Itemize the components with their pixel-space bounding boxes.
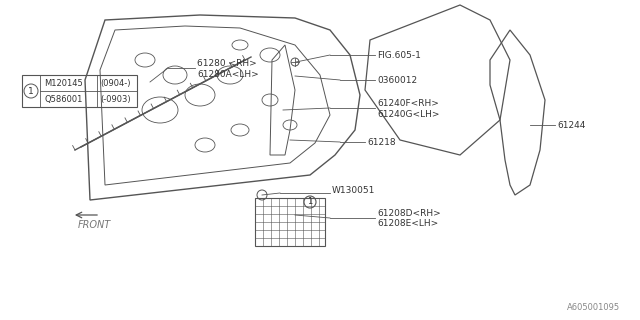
Text: 61244: 61244 <box>557 121 586 130</box>
Text: 1: 1 <box>28 86 34 95</box>
Text: FRONT: FRONT <box>78 220 111 230</box>
Text: M120145: M120145 <box>44 78 83 87</box>
Text: 0360012: 0360012 <box>377 76 417 84</box>
Text: (-0903): (-0903) <box>100 94 131 103</box>
Text: A605001095: A605001095 <box>567 303 620 313</box>
Text: 61218: 61218 <box>367 138 396 147</box>
Text: 61208E<LH>: 61208E<LH> <box>377 220 438 228</box>
Text: 61208D<RH>: 61208D<RH> <box>377 209 441 218</box>
Text: 61280 <RH>: 61280 <RH> <box>197 59 257 68</box>
Text: (0904-): (0904-) <box>100 78 131 87</box>
Text: 61280A<LH>: 61280A<LH> <box>197 69 259 78</box>
Bar <box>255 198 325 246</box>
Text: 1: 1 <box>307 197 312 206</box>
Text: 61240F<RH>: 61240F<RH> <box>377 99 439 108</box>
Bar <box>22 75 137 107</box>
Text: FIG.605-1: FIG.605-1 <box>377 51 421 60</box>
Text: W130051: W130051 <box>332 186 376 195</box>
Text: Q586001: Q586001 <box>44 94 83 103</box>
Text: 61240G<LH>: 61240G<LH> <box>377 109 440 118</box>
